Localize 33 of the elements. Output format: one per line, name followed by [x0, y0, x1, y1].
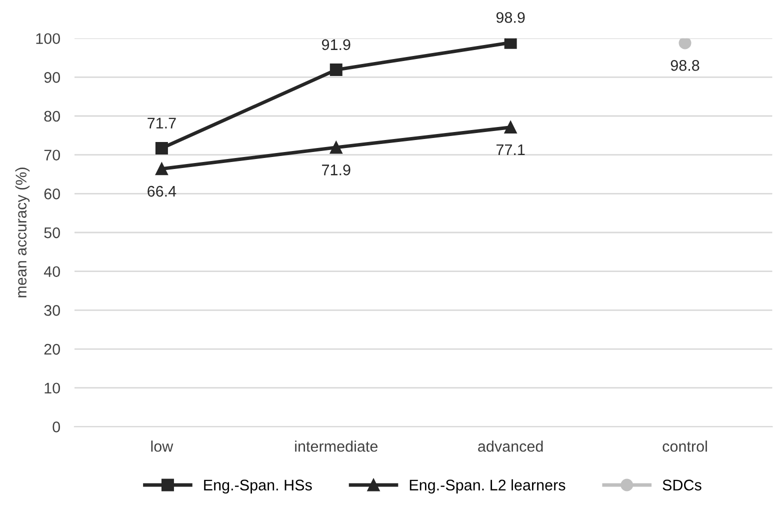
- y-tick-label: 20: [44, 344, 60, 355]
- legend-label: SDCs: [662, 480, 702, 490]
- point: [155, 142, 168, 154]
- data-label: 66.4: [148, 186, 176, 197]
- y-tick-label: 40: [44, 266, 60, 278]
- legend-label: Eng.-Span. L2 learners: [410, 479, 566, 494]
- y-axis-title: mean accuracy (%): [15, 168, 30, 298]
- x-tick-label: intermediate: [295, 440, 378, 452]
- point: [504, 38, 517, 49]
- data-label: 98.8: [670, 60, 700, 71]
- data-label: 77.1: [496, 144, 525, 155]
- x-tick-label: low: [151, 440, 174, 452]
- y-tick-label: 100: [36, 33, 60, 44]
- y-tick-label: 70: [44, 150, 60, 161]
- y-tick-label: 80: [44, 110, 60, 122]
- y-tick-label: 30: [44, 305, 60, 316]
- y-tick-label: 0: [52, 422, 60, 432]
- y-tick-label: 90: [44, 72, 60, 83]
- legend-label: Eng.-Span. HSs: [204, 480, 312, 494]
- data-label: 71.7: [148, 118, 176, 128]
- point: [678, 38, 692, 50]
- data-label: 71.9: [322, 164, 350, 176]
- point: [504, 121, 517, 134]
- x-tick-label: control: [662, 440, 707, 452]
- data-label: 91.9: [322, 39, 350, 50]
- point: [330, 141, 342, 154]
- y-tick-label: 10: [44, 382, 60, 394]
- y-tick-label: 60: [44, 188, 60, 200]
- x-tick-label: advanced: [478, 440, 543, 452]
- y-tick-label: 50: [44, 227, 60, 238]
- point: [330, 64, 342, 76]
- point: [155, 162, 168, 176]
- data-label: 98.9: [496, 12, 525, 23]
